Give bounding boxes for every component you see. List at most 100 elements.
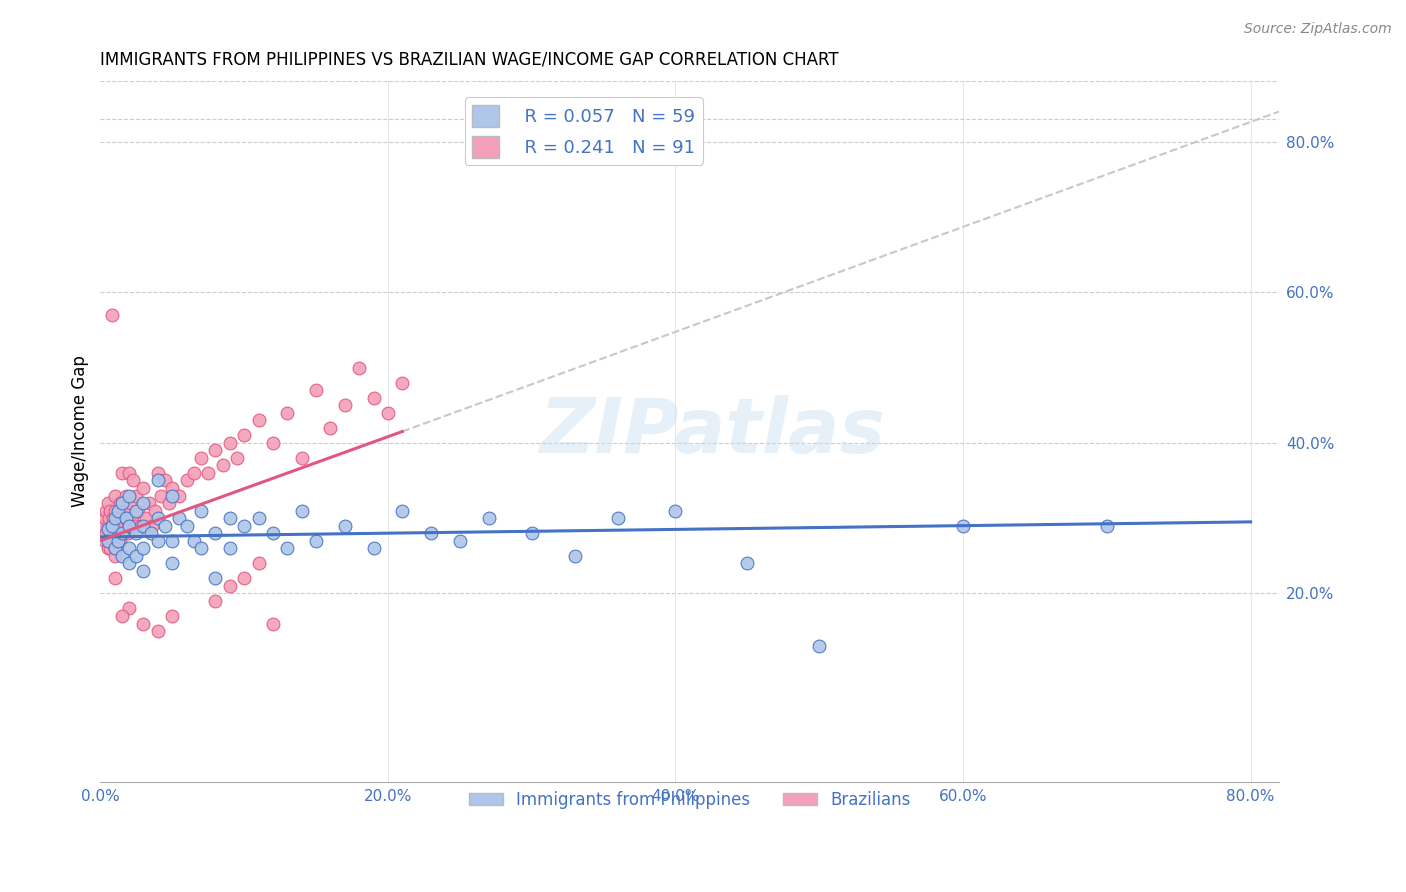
Point — [218, 511, 240, 525]
Point — [108, 503, 131, 517]
Point — [100, 541, 122, 556]
Point — [169, 489, 191, 503]
Point — [104, 541, 127, 556]
Point — [319, 421, 342, 435]
Point — [104, 549, 127, 563]
Point — [132, 541, 155, 556]
Point — [146, 533, 169, 548]
Point — [169, 511, 191, 525]
Point — [162, 533, 184, 548]
Point — [127, 503, 149, 517]
Point — [190, 503, 212, 517]
Point — [1095, 518, 1118, 533]
Point — [153, 474, 176, 488]
Point — [111, 609, 134, 624]
Point — [204, 526, 226, 541]
Point — [96, 533, 118, 548]
Point — [363, 541, 385, 556]
Point — [111, 526, 134, 541]
Point — [664, 503, 686, 517]
Point — [211, 458, 233, 473]
Point — [110, 533, 132, 548]
Point — [103, 526, 125, 541]
Point — [118, 518, 141, 533]
Point — [204, 594, 226, 608]
Point — [226, 450, 249, 465]
Point — [291, 450, 314, 465]
Point — [98, 533, 121, 548]
Point — [121, 511, 143, 525]
Point — [107, 533, 129, 548]
Point — [176, 518, 198, 533]
Point — [233, 571, 256, 585]
Point — [111, 511, 134, 525]
Text: Source: ZipAtlas.com: Source: ZipAtlas.com — [1244, 22, 1392, 37]
Point — [218, 435, 240, 450]
Legend: Immigrants from Philippines, Brazilians: Immigrants from Philippines, Brazilians — [463, 784, 917, 815]
Point — [104, 489, 127, 503]
Point — [110, 496, 132, 510]
Point — [333, 398, 356, 412]
Point — [564, 549, 586, 563]
Point — [91, 518, 114, 533]
Point — [118, 466, 141, 480]
Point — [276, 541, 298, 556]
Point — [377, 406, 399, 420]
Point — [162, 489, 184, 503]
Point — [247, 511, 270, 525]
Point — [100, 503, 122, 517]
Point — [233, 518, 256, 533]
Point — [115, 489, 138, 503]
Point — [103, 511, 125, 525]
Point — [233, 428, 256, 442]
Point — [118, 601, 141, 615]
Point — [162, 481, 184, 495]
Point — [112, 518, 135, 533]
Point — [138, 496, 160, 510]
Point — [124, 518, 146, 533]
Point — [101, 518, 124, 533]
Point — [162, 557, 184, 571]
Point — [104, 511, 127, 525]
Point — [125, 489, 148, 503]
Point — [93, 533, 115, 548]
Point — [125, 526, 148, 541]
Point — [157, 496, 180, 510]
Point — [94, 526, 117, 541]
Point — [98, 511, 121, 525]
Point — [96, 518, 118, 533]
Point — [132, 616, 155, 631]
Point — [107, 503, 129, 517]
Point — [218, 579, 240, 593]
Point — [96, 523, 118, 537]
Point — [520, 526, 543, 541]
Point — [118, 489, 141, 503]
Point — [291, 503, 314, 517]
Point — [197, 466, 219, 480]
Point — [262, 616, 284, 631]
Point — [104, 503, 127, 517]
Point — [149, 489, 172, 503]
Point — [100, 526, 122, 541]
Point — [112, 503, 135, 517]
Point — [162, 609, 184, 624]
Point — [122, 474, 145, 488]
Point — [607, 511, 630, 525]
Text: ZIPatlas: ZIPatlas — [540, 394, 886, 468]
Point — [104, 571, 127, 585]
Point — [204, 571, 226, 585]
Point — [101, 518, 124, 533]
Point — [118, 541, 141, 556]
Y-axis label: Wage/Income Gap: Wage/Income Gap — [72, 356, 89, 508]
Point — [120, 496, 142, 510]
Point — [146, 474, 169, 488]
Point — [111, 549, 134, 563]
Point — [153, 518, 176, 533]
Point — [808, 639, 831, 653]
Point — [146, 466, 169, 480]
Point — [183, 466, 205, 480]
Point — [204, 443, 226, 458]
Point — [111, 496, 134, 510]
Point — [262, 435, 284, 450]
Point — [93, 511, 115, 525]
